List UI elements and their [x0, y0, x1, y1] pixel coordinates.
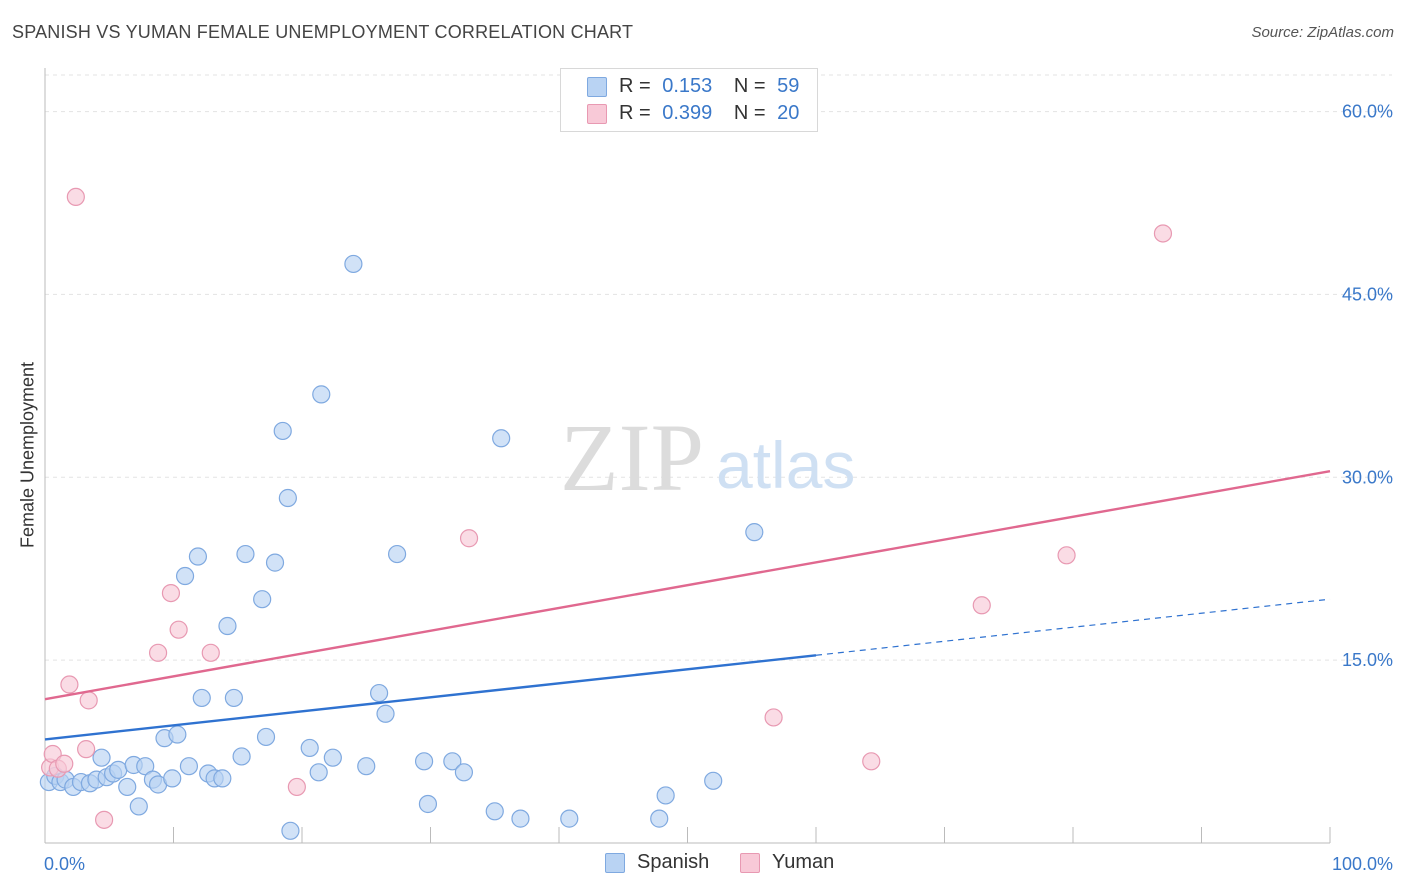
point-spanish [414, 752, 434, 771]
point-spanish [224, 688, 243, 708]
point-spanish [357, 757, 376, 776]
point-spanish [376, 704, 395, 723]
source-label: Source: ZipAtlas.com [1251, 24, 1394, 41]
point-spanish [418, 794, 438, 814]
point-spanish [281, 821, 300, 840]
point-spanish [213, 769, 232, 788]
x-tick-label-max: 100.0% [1332, 854, 1393, 874]
point-spanish [236, 544, 255, 564]
watermark-atlas: atlas [716, 428, 855, 502]
tick-labels: 15.0% 30.0% 45.0% 60.0% 0.0% 100.0% [44, 102, 1393, 874]
trend-line-yuman [44, 470, 1331, 701]
legend-text-spanish: R = 0.153 N = 59 [619, 75, 799, 98]
point-spanish [232, 747, 251, 766]
point-spanish [560, 809, 579, 828]
point-yuman [60, 675, 79, 694]
point-yuman [764, 708, 783, 727]
watermark-zip: ZIP [560, 404, 704, 511]
point-spanish [192, 688, 211, 708]
legend-r-label: R = [619, 102, 651, 124]
y-tick-label: 60.0% [1342, 102, 1393, 122]
point-spanish [309, 763, 328, 782]
y-tick-label: 30.0% [1342, 467, 1393, 487]
point-yuman [95, 810, 114, 829]
point-yuman [55, 754, 74, 773]
point-spanish [168, 725, 187, 744]
point-spanish [218, 616, 237, 636]
point-spanish [485, 802, 504, 821]
point-spanish [312, 385, 331, 404]
point-yuman [169, 620, 188, 639]
point-spanish [278, 488, 297, 508]
x-tick-label-min: 0.0% [44, 854, 85, 874]
legend-r-value-spanish: 0.153 [662, 75, 713, 97]
point-yuman [459, 529, 479, 548]
legend-swatch-yuman [587, 104, 607, 124]
point-spanish [136, 757, 155, 776]
point-yuman [77, 740, 96, 759]
point-spanish [511, 809, 530, 828]
trend-line-extension-spanish [815, 598, 1331, 656]
point-spanish [745, 523, 764, 542]
trend-line-spanish [44, 654, 817, 741]
point-spanish [188, 547, 208, 566]
point-yuman [1057, 546, 1076, 565]
point-yuman [287, 777, 306, 797]
correlation-legend: R = 0.153 N = 59 R = 0.399 N = 20 [560, 68, 818, 132]
grid-lines [45, 74, 1392, 661]
point-spanish [273, 421, 292, 441]
point-spanish [492, 429, 511, 448]
chart-title: SPANISH VS YUMAN FEMALE UNEMPLOYMENT COR… [12, 22, 634, 42]
point-spanish [256, 727, 276, 747]
legend-n-label: N = [733, 75, 766, 97]
bottom-legend-swatch-yuman [740, 853, 760, 873]
y-tick-label: 45.0% [1342, 284, 1393, 304]
point-spanish [344, 254, 363, 274]
point-spanish [92, 748, 111, 767]
point-spanish [118, 777, 137, 797]
trend-lines [44, 470, 1331, 741]
point-yuman [79, 691, 98, 710]
point-spanish [443, 752, 462, 771]
point-spanish [387, 544, 407, 564]
bottom-legend-swatch-spanish [605, 853, 625, 873]
point-spanish [650, 809, 669, 828]
point-spanish [300, 738, 319, 758]
point-spanish [253, 590, 272, 609]
point-yuman [972, 596, 991, 615]
point-spanish [656, 786, 675, 805]
point-spanish [265, 553, 285, 572]
point-spanish [163, 769, 182, 788]
bottom-legend-label-spanish: Spanish [637, 851, 710, 873]
point-yuman [66, 187, 85, 207]
legend-swatch-spanish [587, 77, 607, 97]
point-spanish [323, 748, 342, 767]
legend-r-label: R = [619, 75, 651, 97]
point-spanish [175, 566, 195, 586]
point-spanish [370, 683, 389, 703]
point-spanish [109, 760, 128, 779]
legend-r-value-yuman: 0.399 [662, 102, 713, 124]
legend-n-label: N = [733, 102, 766, 124]
point-yuman [161, 583, 181, 603]
point-yuman [862, 752, 881, 771]
point-yuman [148, 643, 168, 662]
point-spanish [129, 797, 148, 816]
watermark: ZIP atlas [560, 404, 855, 511]
y-tick-label: 15.0% [1342, 650, 1393, 670]
bottom-legend-label-yuman: Yuman [772, 851, 835, 873]
legend-text-yuman: R = 0.399 N = 20 [619, 102, 799, 125]
point-spanish [704, 771, 723, 790]
point-spanish [179, 757, 199, 776]
y-axis-label: Female Unemployment [17, 361, 38, 549]
point-yuman [201, 643, 220, 662]
point-spanish [454, 763, 474, 782]
legend-n-value-yuman: 20 [777, 102, 800, 124]
data-points [39, 187, 1173, 840]
axes [44, 68, 1331, 844]
legend-n-value-spanish: 59 [777, 75, 800, 97]
point-yuman [1153, 224, 1173, 243]
